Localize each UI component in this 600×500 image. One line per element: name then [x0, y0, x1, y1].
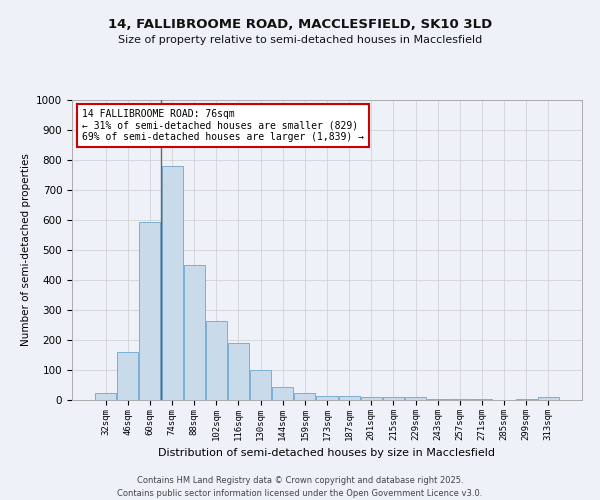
- Bar: [295, 392, 316, 400]
- Bar: [316, 396, 338, 400]
- Bar: [228, 343, 249, 400]
- Bar: [427, 398, 448, 400]
- Y-axis label: Number of semi-detached properties: Number of semi-detached properties: [20, 154, 31, 346]
- Bar: [472, 398, 493, 400]
- Bar: [161, 166, 182, 400]
- Bar: [449, 398, 470, 400]
- Bar: [206, 320, 227, 400]
- X-axis label: Distribution of semi-detached houses by size in Macclesfield: Distribution of semi-detached houses by …: [158, 448, 496, 458]
- Bar: [338, 396, 359, 400]
- Bar: [515, 398, 536, 400]
- Bar: [139, 222, 160, 400]
- Bar: [538, 397, 559, 400]
- Bar: [383, 397, 404, 400]
- Bar: [272, 386, 293, 400]
- Bar: [95, 392, 116, 400]
- Bar: [250, 370, 271, 400]
- Bar: [361, 397, 382, 400]
- Text: 14, FALLIBROOME ROAD, MACCLESFIELD, SK10 3LD: 14, FALLIBROOME ROAD, MACCLESFIELD, SK10…: [108, 18, 492, 30]
- Bar: [118, 352, 139, 400]
- Bar: [184, 265, 205, 400]
- Text: 14 FALLIBROOME ROAD: 76sqm
← 31% of semi-detached houses are smaller (829)
69% o: 14 FALLIBROOME ROAD: 76sqm ← 31% of semi…: [82, 109, 364, 142]
- Text: Size of property relative to semi-detached houses in Macclesfield: Size of property relative to semi-detach…: [118, 35, 482, 45]
- Text: Contains HM Land Registry data © Crown copyright and database right 2025.
Contai: Contains HM Land Registry data © Crown c…: [118, 476, 482, 498]
- Bar: [405, 397, 426, 400]
